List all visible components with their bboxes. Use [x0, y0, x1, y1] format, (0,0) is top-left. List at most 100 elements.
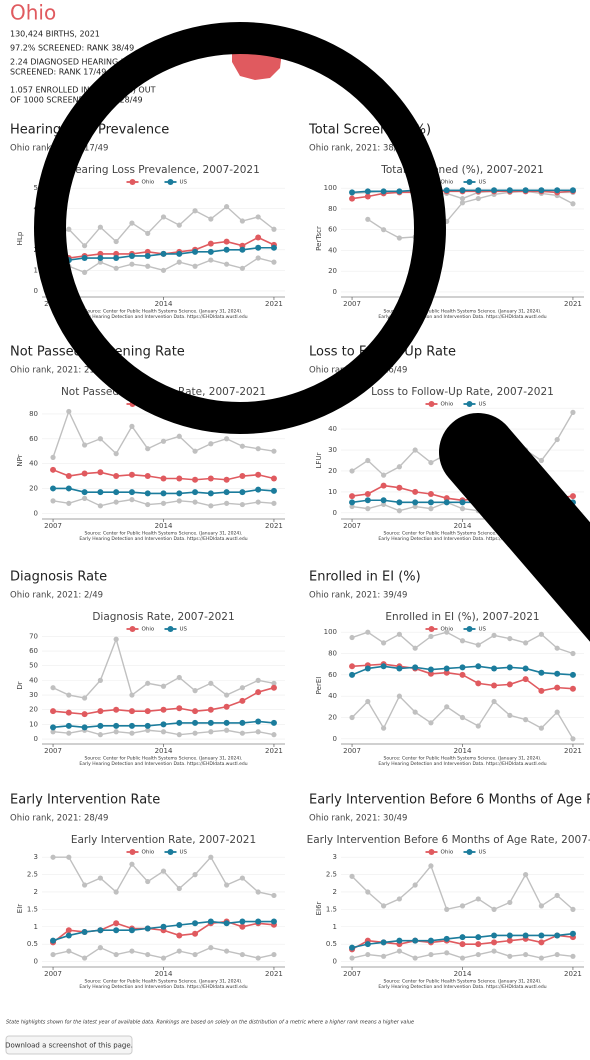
point: [349, 873, 355, 879]
point: [223, 238, 230, 245]
point: [349, 493, 356, 500]
y-axis-label: PerEI: [315, 677, 323, 695]
x-tick-label: 2007: [343, 522, 361, 530]
point: [160, 868, 167, 874]
point: [349, 195, 356, 202]
legend-marker: [428, 849, 435, 855]
point: [270, 719, 277, 726]
point: [522, 665, 529, 672]
point: [554, 436, 560, 443]
point: [271, 448, 277, 454]
y-tick-label: 30: [29, 691, 38, 699]
point: [129, 220, 135, 226]
stat-line: OF 1000 SCREENED: RANK 28/49: [10, 96, 143, 105]
point: [491, 932, 498, 939]
point: [97, 489, 104, 496]
point: [208, 680, 214, 686]
legend-label: US: [479, 402, 487, 408]
y-tick-label: 40: [328, 425, 337, 433]
point: [365, 216, 371, 222]
source-note: Source: Center for Public Health Systems…: [384, 979, 542, 985]
point: [364, 193, 371, 200]
chart-title: Early Intervention Rate, 2007-2021: [71, 834, 256, 846]
point: [427, 937, 434, 944]
point: [176, 674, 182, 681]
point: [523, 951, 529, 958]
y-tick-label: 10: [29, 720, 38, 728]
x-tick-label: 2021: [265, 522, 283, 530]
point: [208, 729, 214, 735]
point: [538, 687, 545, 694]
y-tick-label: 0: [333, 958, 337, 966]
point: [491, 948, 497, 954]
point: [459, 499, 466, 506]
point: [271, 680, 277, 686]
point: [381, 640, 387, 646]
point: [145, 263, 151, 269]
point: [128, 489, 135, 496]
point: [396, 693, 402, 699]
source-note: Early Hearing Detection and Intervention…: [79, 536, 247, 542]
y-tick-label: 40: [29, 460, 38, 468]
point: [160, 729, 167, 735]
point: [444, 950, 450, 956]
point: [208, 257, 214, 263]
point: [82, 243, 88, 249]
point: [523, 872, 529, 878]
point: [192, 872, 198, 878]
point: [270, 684, 277, 691]
legend-marker: [129, 179, 136, 185]
series-line: [351, 864, 574, 911]
point: [50, 485, 57, 492]
source-note: Source: Center for Public Health Systems…: [384, 756, 542, 762]
y-tick-label: 80: [328, 205, 337, 213]
legend-marker: [129, 626, 136, 632]
point: [192, 476, 199, 483]
point: [381, 725, 387, 731]
point: [475, 941, 482, 948]
download-button-label[interactable]: Download a screenshot of this page.: [5, 1042, 133, 1050]
y-tick-label: 50: [29, 662, 38, 670]
point: [270, 244, 277, 251]
point: [239, 265, 245, 271]
point: [554, 951, 560, 958]
point: [50, 454, 56, 460]
point: [176, 705, 183, 712]
point: [113, 920, 120, 927]
point: [255, 471, 262, 478]
point: [412, 499, 419, 506]
point: [223, 703, 230, 710]
x-tick-label: 2014: [454, 522, 472, 530]
point: [459, 955, 466, 961]
point: [538, 187, 545, 194]
point: [255, 718, 262, 725]
legend-label: Ohio: [441, 850, 454, 856]
point: [349, 189, 356, 196]
y-tick-label: 3: [333, 853, 337, 861]
x-tick-label: 2021: [564, 747, 582, 755]
y-axis-label: HLp: [16, 231, 24, 245]
point: [207, 490, 214, 497]
point: [491, 665, 498, 672]
download-button[interactable]: [5, 1035, 133, 1055]
y-tick-label: 60: [328, 226, 337, 234]
point: [396, 235, 402, 241]
point: [192, 499, 198, 505]
point: [255, 918, 262, 925]
y-axis-label: PerTscr: [315, 226, 323, 251]
point: [396, 896, 402, 902]
legend-marker: [466, 849, 473, 855]
point: [507, 953, 513, 959]
point: [224, 727, 230, 733]
point: [113, 473, 120, 480]
point: [444, 704, 450, 710]
y-tick-label: 100: [324, 184, 337, 192]
point: [144, 722, 151, 729]
point: [443, 935, 450, 942]
point: [255, 486, 262, 493]
point: [207, 719, 214, 726]
point: [538, 932, 545, 939]
source-note: Source: Center for Public Health Systems…: [85, 979, 243, 985]
point: [239, 719, 246, 726]
point: [113, 636, 119, 642]
